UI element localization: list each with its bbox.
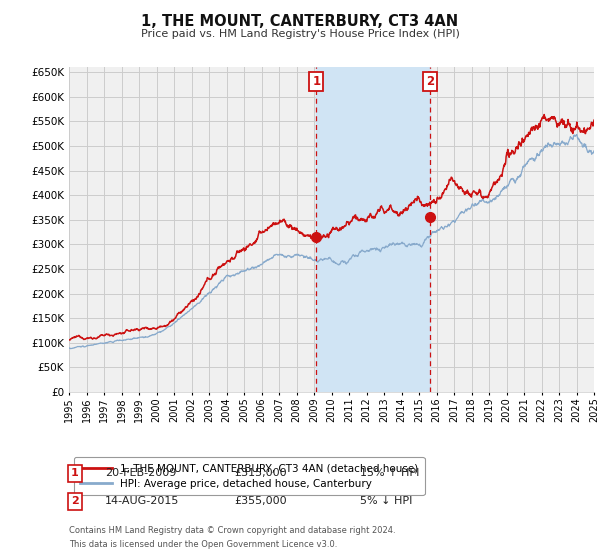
Text: 14-AUG-2015: 14-AUG-2015	[105, 496, 179, 506]
Text: 15% ↑ HPI: 15% ↑ HPI	[360, 468, 419, 478]
Text: £315,000: £315,000	[234, 468, 287, 478]
Text: 5% ↓ HPI: 5% ↓ HPI	[360, 496, 412, 506]
Text: 1, THE MOUNT, CANTERBURY, CT3 4AN: 1, THE MOUNT, CANTERBURY, CT3 4AN	[142, 14, 458, 29]
Text: 1: 1	[71, 468, 79, 478]
Text: This data is licensed under the Open Government Licence v3.0.: This data is licensed under the Open Gov…	[69, 540, 337, 549]
Legend: 1, THE MOUNT, CANTERBURY, CT3 4AN (detached house), HPI: Average price, detached: 1, THE MOUNT, CANTERBURY, CT3 4AN (detac…	[74, 458, 425, 495]
Text: 1: 1	[312, 75, 320, 88]
Text: 20-FEB-2009: 20-FEB-2009	[105, 468, 176, 478]
Text: Contains HM Land Registry data © Crown copyright and database right 2024.: Contains HM Land Registry data © Crown c…	[69, 526, 395, 535]
Text: 2: 2	[426, 75, 434, 88]
Text: £355,000: £355,000	[234, 496, 287, 506]
Text: Price paid vs. HM Land Registry's House Price Index (HPI): Price paid vs. HM Land Registry's House …	[140, 29, 460, 39]
Text: 2: 2	[71, 496, 79, 506]
Bar	[316, 67, 430, 392]
